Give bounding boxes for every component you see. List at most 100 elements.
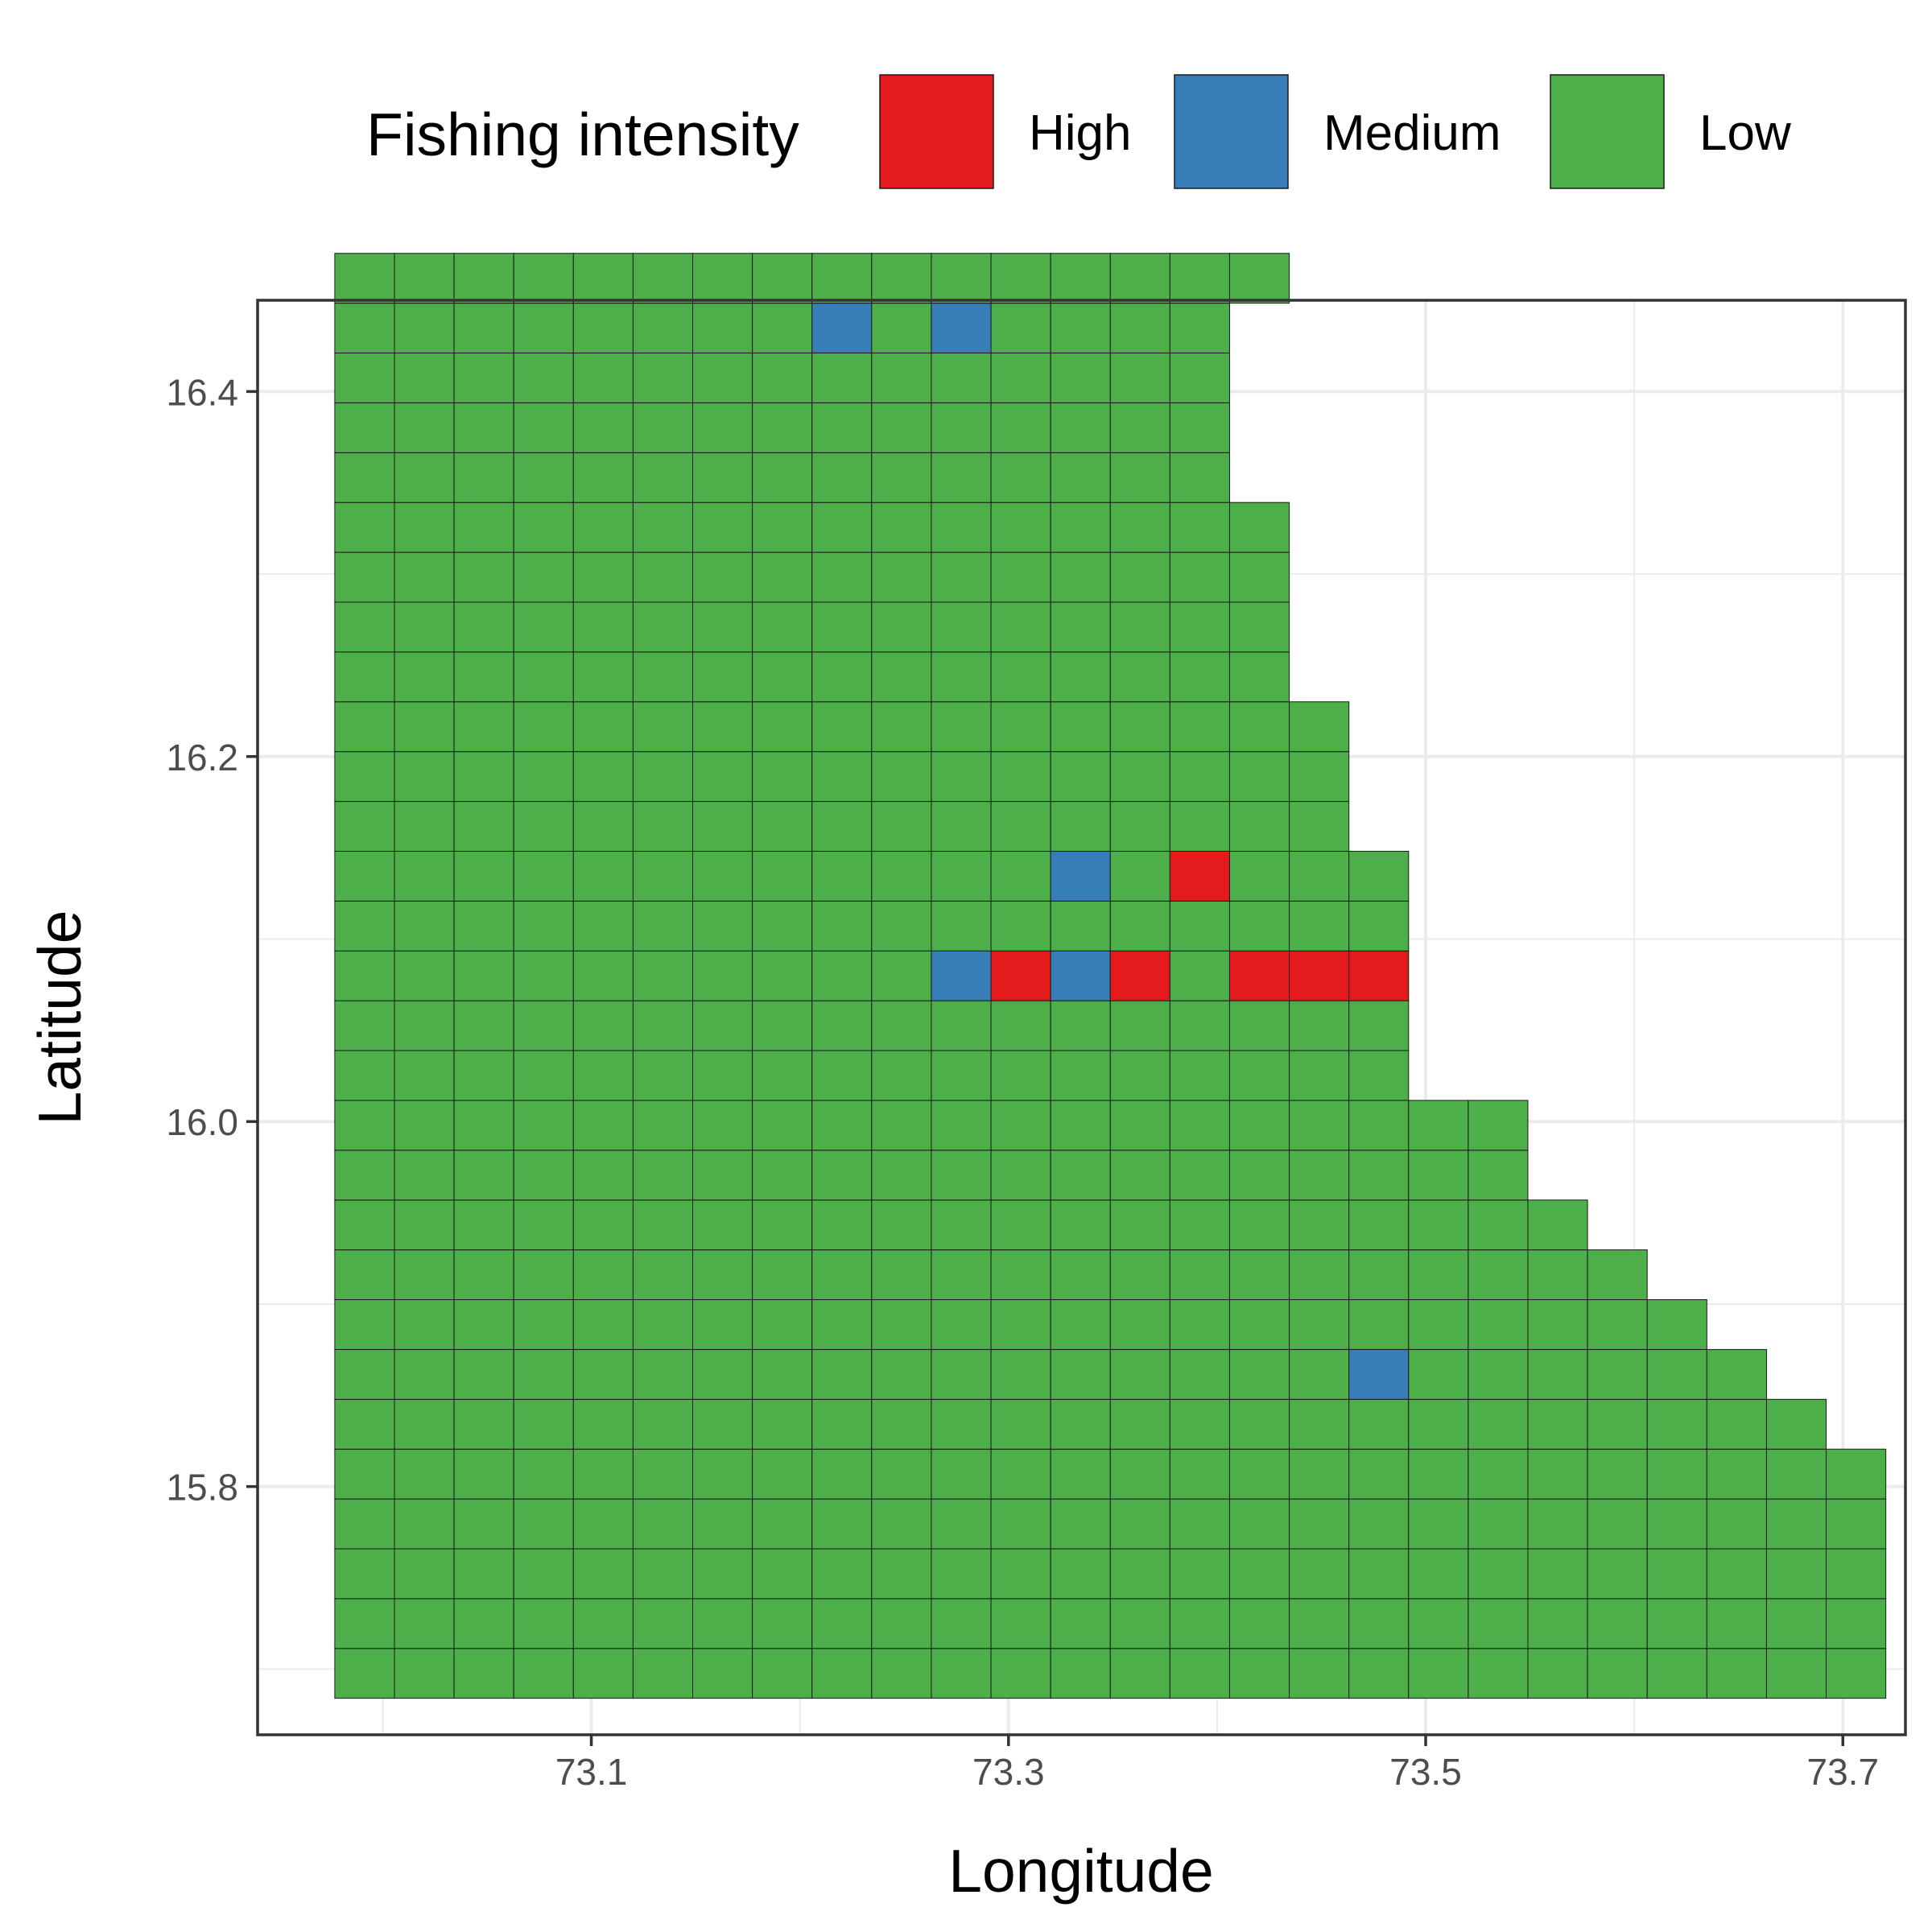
cell-low — [1228, 601, 1290, 653]
cell-low — [394, 1398, 455, 1450]
cell-low — [1228, 1299, 1290, 1350]
cell-low — [871, 1448, 932, 1500]
cell-low — [811, 1000, 873, 1051]
cell-low — [1169, 751, 1230, 803]
cell-low — [632, 1050, 694, 1101]
cell-low — [572, 651, 634, 703]
cell-low — [871, 701, 932, 753]
cell-low — [513, 1000, 574, 1051]
cell-low — [1109, 601, 1170, 653]
cell-low — [513, 1299, 574, 1350]
cell-low — [453, 402, 514, 453]
cell-low — [931, 701, 992, 753]
cell-low — [811, 900, 873, 952]
cell-low — [931, 402, 992, 453]
cell-medium — [1348, 1348, 1410, 1400]
cell-low — [931, 1348, 992, 1400]
cell-low — [1228, 1498, 1290, 1550]
cell-low — [692, 1199, 753, 1251]
cell-low — [632, 1299, 694, 1350]
cell-low — [1408, 1299, 1469, 1350]
cell-low — [632, 502, 694, 553]
cell-low — [632, 950, 694, 1001]
cell-low — [394, 1150, 455, 1201]
cell-low — [811, 1348, 873, 1400]
cell-low — [811, 1548, 873, 1600]
cell-low — [931, 801, 992, 852]
cell-low — [513, 900, 574, 952]
cell-low — [990, 1398, 1051, 1450]
cell-low — [1109, 1000, 1170, 1051]
cell-low — [931, 1299, 992, 1350]
cell-low — [1706, 1598, 1767, 1649]
cell-low — [990, 502, 1051, 553]
cell-low — [990, 1000, 1051, 1051]
cell-low — [632, 1249, 694, 1301]
cell-low — [394, 1050, 455, 1101]
cell-low — [692, 751, 753, 803]
cell-low — [1408, 1548, 1469, 1600]
cell-low — [811, 1648, 873, 1699]
cell-low — [632, 1398, 694, 1450]
cell-low — [931, 1050, 992, 1101]
cell-low — [990, 1448, 1051, 1500]
cell-low — [513, 1448, 574, 1500]
cell-low — [453, 850, 514, 902]
cell-low — [453, 601, 514, 653]
cell-low — [572, 1249, 634, 1301]
cell-low — [1228, 253, 1290, 304]
cell-low — [811, 850, 873, 902]
cell-low — [990, 1150, 1051, 1201]
cell-low — [1228, 1199, 1290, 1251]
cell-low — [692, 950, 753, 1001]
cell-low — [453, 950, 514, 1001]
cell-low — [931, 1100, 992, 1151]
cell-low — [1228, 1648, 1290, 1699]
cell-low — [931, 1548, 992, 1600]
cell-low — [632, 1498, 694, 1550]
cell-low — [692, 850, 753, 902]
cell-low — [513, 1150, 574, 1201]
cell-low — [1348, 1448, 1410, 1500]
cell-low — [334, 651, 395, 703]
cell-low — [871, 1398, 932, 1450]
cell-low — [1289, 1150, 1350, 1201]
cell-low — [1109, 1199, 1170, 1251]
x-tick-label: 73.3 — [972, 1751, 1045, 1793]
cell-low — [453, 1050, 514, 1101]
cell-low — [931, 601, 992, 653]
cell-low — [811, 651, 873, 703]
cell-low — [453, 1498, 514, 1550]
cell-low — [1348, 1150, 1410, 1201]
cell-low — [572, 1348, 634, 1400]
cell-low — [632, 1548, 694, 1600]
y-axis-title: Latitude — [26, 910, 93, 1125]
cell-low — [572, 850, 634, 902]
cell-low — [1826, 1498, 1887, 1550]
cell-low — [1706, 1398, 1767, 1450]
cell-low — [513, 850, 574, 902]
cell-low — [394, 1249, 455, 1301]
cell-low — [394, 1299, 455, 1350]
cell-low — [513, 1348, 574, 1400]
cell-low — [931, 452, 992, 503]
cell-low — [334, 751, 395, 803]
cell-low — [513, 1100, 574, 1151]
cell-low — [1348, 1100, 1410, 1151]
cell-low — [394, 551, 455, 603]
cell-low — [1109, 402, 1170, 453]
cell-low — [752, 402, 813, 453]
cell-low — [513, 651, 574, 703]
cell-low — [334, 353, 395, 403]
cell-low — [692, 801, 753, 852]
cell-low — [1646, 1398, 1707, 1450]
cell-low — [572, 1000, 634, 1051]
cell-low — [1050, 253, 1111, 304]
legend-key-low — [1550, 74, 1665, 189]
cell-low — [1050, 1199, 1111, 1251]
cell-high — [1109, 950, 1170, 1001]
cell-low — [692, 402, 753, 453]
cell-low — [990, 751, 1051, 803]
cell-low — [1050, 1050, 1111, 1101]
